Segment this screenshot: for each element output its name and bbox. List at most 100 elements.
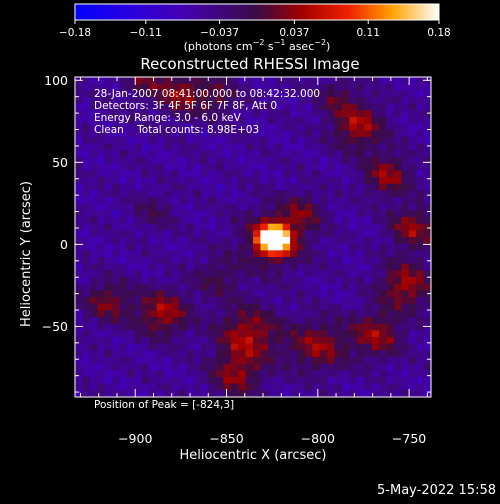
- heatmap-cell: [126, 297, 135, 305]
- heatmap-cell: [342, 230, 351, 238]
- heatmap-cell: [230, 283, 239, 291]
- heatmap-cell: [267, 390, 276, 397]
- heatmap-cell: [334, 97, 343, 105]
- heatmap-cell: [275, 263, 284, 271]
- heatmap-cell: [112, 343, 121, 351]
- heatmap-cell: [178, 383, 187, 391]
- heatmap-cell: [349, 290, 358, 298]
- heatmap-cell: [393, 350, 402, 358]
- heatmap-cell: [364, 243, 373, 251]
- heatmap-cell: [97, 83, 106, 91]
- heatmap-cell: [171, 297, 180, 305]
- heatmap-cell: [186, 103, 195, 111]
- heatmap-cell: [267, 183, 276, 191]
- heatmap-cell: [260, 337, 269, 345]
- heatmap-cell: [393, 250, 402, 258]
- heatmap-cell: [342, 343, 351, 351]
- heatmap-cell: [364, 143, 373, 151]
- y-tick-label: −50: [42, 319, 68, 334]
- heatmap-cell: [193, 150, 202, 158]
- heatmap-cell: [349, 177, 358, 185]
- heatmap-cell: [208, 157, 217, 165]
- heatmap-cell: [312, 337, 321, 345]
- heatmap-cell: [334, 263, 343, 271]
- heatmap-cell: [290, 383, 299, 391]
- heatmap-cell: [312, 370, 321, 378]
- heatmap-cell: [164, 203, 173, 211]
- heatmap-cell: [245, 90, 254, 98]
- heatmap-cell: [82, 143, 91, 151]
- heatmap-cell: [119, 283, 128, 291]
- heatmap-cell: [393, 170, 402, 178]
- heatmap-cell: [267, 237, 276, 245]
- heatmap-cell: [334, 243, 343, 251]
- heatmap-cell: [371, 330, 380, 338]
- heatmap-cell: [282, 183, 291, 191]
- heatmap-cell: [379, 257, 388, 265]
- heatmap-cell: [282, 303, 291, 311]
- heatmap-cell: [334, 123, 343, 131]
- heatmap-cell: [364, 277, 373, 285]
- heatmap-cell: [193, 277, 202, 285]
- heatmap-cell: [223, 117, 232, 125]
- heatmap-cell: [134, 77, 143, 85]
- heatmap-cell: [149, 237, 158, 245]
- heatmap-cell: [97, 123, 106, 131]
- annotation-detectors: Detectors: 3F 4F 5F 6F 7F 8F, Att 0: [94, 100, 277, 112]
- heatmap-cell: [112, 170, 121, 178]
- heatmap-cell: [178, 277, 187, 285]
- heatmap-cell: [149, 257, 158, 265]
- heatmap-cell: [126, 390, 135, 397]
- heatmap-cell: [134, 117, 143, 125]
- heatmap-cell: [282, 317, 291, 325]
- heatmap-cell: [416, 183, 425, 191]
- heatmap-cell: [201, 383, 210, 391]
- heatmap-cell: [215, 123, 224, 131]
- heatmap-cell: [253, 217, 262, 225]
- heatmap-cell: [275, 277, 284, 285]
- heatmap-cell: [223, 337, 232, 345]
- heatmap-cell: [82, 157, 91, 165]
- heatmap-cell: [178, 77, 187, 85]
- heatmap-cell: [260, 217, 269, 225]
- heatmap-cell: [230, 130, 239, 138]
- heatmap-cell: [327, 150, 336, 158]
- heatmap-cell: [171, 343, 180, 351]
- heatmap-cell: [156, 330, 165, 338]
- heatmap-cell: [356, 190, 365, 198]
- heatmap-cell: [275, 357, 284, 365]
- heatmap-cell: [112, 350, 121, 358]
- heatmap-cell: [97, 350, 106, 358]
- heatmap-cell: [327, 283, 336, 291]
- heatmap-cell: [238, 190, 247, 198]
- heatmap-cell: [223, 270, 232, 278]
- colorbar-tick-label: −0.11: [130, 27, 162, 39]
- heatmap-cell: [275, 370, 284, 378]
- heatmap-cell: [156, 263, 165, 271]
- heatmap-cell: [423, 190, 431, 198]
- heatmap-cell: [408, 277, 417, 285]
- heatmap-cell: [297, 223, 306, 231]
- heatmap-cell: [178, 137, 187, 145]
- heatmap-cell: [112, 97, 121, 105]
- heatmap-cell: [297, 343, 306, 351]
- heatmap-cell: [141, 130, 150, 138]
- heatmap-cell: [371, 277, 380, 285]
- heatmap-cell: [267, 303, 276, 311]
- heatmap-cell: [126, 203, 135, 211]
- heatmap-cell: [178, 163, 187, 171]
- heatmap-cell: [342, 297, 351, 305]
- heatmap-cell: [260, 143, 269, 151]
- heatmap-cell: [104, 83, 113, 91]
- heatmap-cell: [327, 317, 336, 325]
- heatmap-cell: [319, 290, 328, 298]
- heatmap-cell: [112, 130, 121, 138]
- heatmap-cell: [171, 237, 180, 245]
- heatmap-cell: [208, 83, 217, 91]
- heatmap-cell: [75, 110, 84, 118]
- heatmap-cell: [104, 130, 113, 138]
- heatmap-cell: [112, 77, 121, 85]
- heatmap-cell: [275, 83, 284, 91]
- heatmap-cell: [267, 310, 276, 318]
- heatmap-cell: [282, 263, 291, 271]
